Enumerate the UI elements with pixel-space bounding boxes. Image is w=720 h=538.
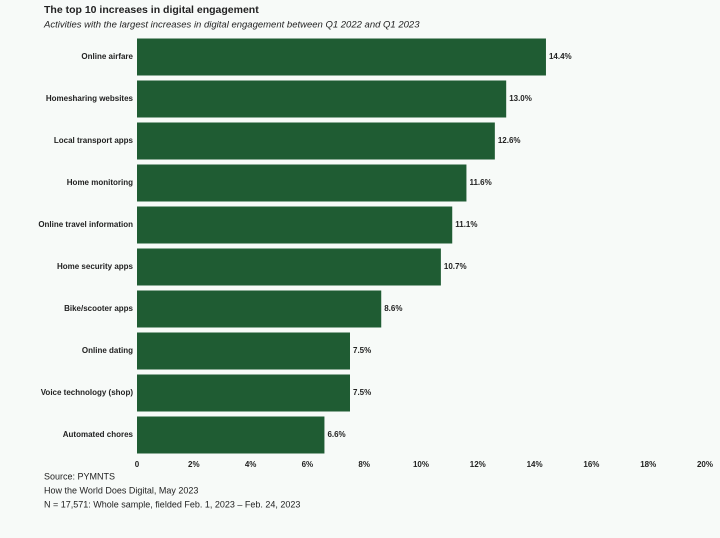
chart-subtitle: Activities with the largest increases in… [43, 20, 420, 31]
note: Source: PYMNTS [44, 471, 115, 481]
x-tick-label: 10% [413, 460, 429, 469]
value-label: 14.4% [549, 52, 572, 61]
note: How the World Does Digital, May 2023 [44, 485, 198, 495]
bar [137, 206, 453, 244]
value-label: 10.7% [444, 262, 467, 271]
value-label: 11.1% [455, 220, 477, 229]
y-tick-label: Home monitoring [67, 178, 133, 187]
y-tick-label: Homesharing websites [46, 94, 134, 103]
y-tick-label: Home security apps [57, 262, 134, 271]
x-tick-label: 16% [583, 460, 599, 469]
value-label: 7.5% [353, 388, 371, 397]
bar [137, 290, 382, 328]
x-tick-label: 2% [188, 460, 200, 469]
value-label: 13.0% [509, 94, 532, 103]
y-tick-label: Bike/scooter apps [64, 304, 133, 313]
bar [137, 122, 495, 160]
bar [137, 38, 546, 76]
bar [137, 164, 467, 202]
bar [137, 374, 350, 412]
chart-title: The top 10 increases in digital engageme… [44, 4, 259, 16]
value-label: 11.6% [469, 178, 491, 187]
x-tick-label: 18% [640, 460, 656, 469]
value-label: 6.6% [327, 430, 345, 439]
note: N = 17,571: Whole sample, fielded Feb. 1… [44, 499, 300, 509]
y-tick-label: Online dating [82, 346, 133, 355]
y-tick-label: Voice technology (shop) [41, 388, 134, 397]
bar [137, 332, 350, 370]
y-tick-label: Online travel information [38, 220, 133, 229]
y-tick-label: Local transport apps [54, 136, 134, 145]
x-tick-label: 20% [697, 460, 713, 469]
bar [137, 248, 441, 286]
value-label: 8.6% [384, 304, 402, 313]
x-tick-label: 12% [470, 460, 486, 469]
value-label: 12.6% [498, 136, 521, 145]
value-label: 7.5% [353, 346, 371, 355]
x-tick-label: 8% [358, 460, 370, 469]
bar [137, 80, 507, 118]
y-tick-label: Online airfare [81, 52, 133, 61]
bar [137, 416, 325, 454]
x-tick-label: 4% [245, 460, 257, 469]
x-tick-label: 6% [302, 460, 314, 469]
x-tick-label: 0 [135, 460, 140, 469]
y-tick-label: Automated chores [63, 430, 134, 439]
x-tick-label: 14% [527, 460, 543, 469]
